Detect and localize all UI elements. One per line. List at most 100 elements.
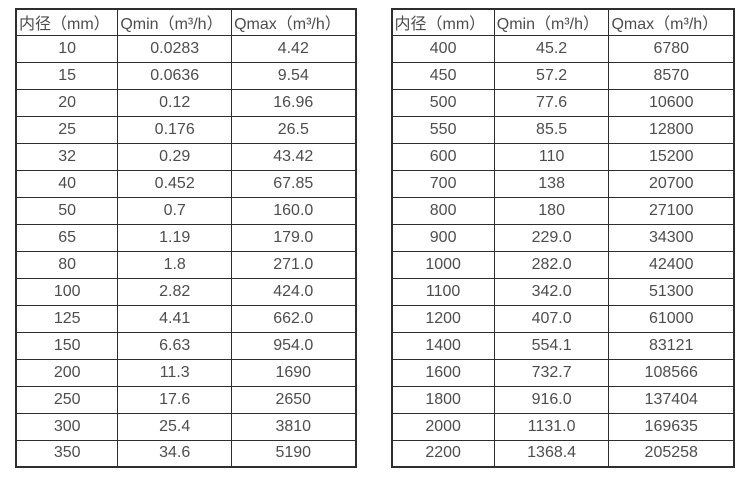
table-cell: 17.6 bbox=[117, 385, 233, 414]
table-cell: 450 bbox=[391, 61, 495, 90]
table-cell: 0.176 bbox=[117, 115, 233, 144]
table-cell: 27100 bbox=[608, 196, 735, 225]
table-cell: 342.0 bbox=[493, 277, 610, 306]
table-cell: 550 bbox=[391, 115, 495, 144]
table-cell: 1.8 bbox=[117, 250, 233, 279]
table-cell: 12800 bbox=[608, 115, 735, 144]
table-cell: 150 bbox=[15, 331, 119, 360]
table-row: 300 25.4 3810 bbox=[15, 412, 356, 441]
table-cell: 9.54 bbox=[231, 61, 356, 90]
column-header-qmin: Qmin（m³/h） bbox=[493, 8, 610, 36]
table-row: 100 2.82 424.0 bbox=[15, 277, 356, 306]
table-cell: 554.1 bbox=[493, 331, 610, 360]
table-cell: 15200 bbox=[608, 142, 735, 171]
table-cell: 45.2 bbox=[493, 34, 610, 63]
table-cell: 65 bbox=[15, 223, 119, 252]
table-cell: 6780 bbox=[608, 34, 735, 63]
table-cell: 20700 bbox=[608, 169, 735, 198]
table-cell: 10 bbox=[15, 34, 119, 63]
table-cell: 2.82 bbox=[117, 277, 233, 306]
table-cell: 424.0 bbox=[231, 277, 356, 306]
table-row: 600 110 15200 bbox=[391, 142, 735, 171]
table-row: 1600 732.7 108566 bbox=[391, 358, 735, 387]
table-row: 65 1.19 179.0 bbox=[15, 223, 356, 252]
table-cell: 4.41 bbox=[117, 304, 233, 333]
table-cell: 57.2 bbox=[493, 61, 610, 90]
table-cell: 1131.0 bbox=[493, 412, 610, 441]
flow-rate-table-large-diameters: 内径（mm） Qmin（m³/h） Qmax（m³/h） 400 45.2 6780… bbox=[390, 8, 735, 468]
table-row: 125 4.41 662.0 bbox=[15, 304, 356, 333]
table-cell: 1600 bbox=[391, 358, 495, 387]
table-cell: 50 bbox=[15, 196, 119, 225]
table-cell: 662.0 bbox=[231, 304, 356, 333]
table-row: 500 77.6 10600 bbox=[391, 88, 735, 117]
table-row: 1400 554.1 83121 bbox=[391, 331, 735, 360]
table-row: 450 57.2 8570 bbox=[391, 61, 735, 90]
table-cell: 1690 bbox=[231, 358, 356, 387]
column-header-qmax: Qmax（m³/h） bbox=[608, 8, 735, 36]
column-header-qmin: Qmin（m³/h） bbox=[117, 8, 233, 36]
table-row: 15 0.0636 9.54 bbox=[15, 61, 356, 90]
table-row: 1000 282.0 42400 bbox=[391, 250, 735, 279]
table-cell: 169635 bbox=[608, 412, 735, 441]
table-row: 1200 407.0 61000 bbox=[391, 304, 735, 333]
table-cell: 15 bbox=[15, 61, 119, 90]
table-cell: 300 bbox=[15, 412, 119, 441]
table-cell: 11.3 bbox=[117, 358, 233, 387]
flow-rate-tables-container: 内径（mm） Qmin（m³/h） Qmax（m³/h） 10 0.0283 4.4… bbox=[15, 8, 735, 468]
table-cell: 16.96 bbox=[231, 88, 356, 117]
table-cell: 83121 bbox=[608, 331, 735, 360]
table-cell: 1200 bbox=[391, 304, 495, 333]
table-row: 200 11.3 1690 bbox=[15, 358, 356, 387]
table-cell: 1800 bbox=[391, 385, 495, 414]
table-cell: 954.0 bbox=[231, 331, 356, 360]
table-row: 250 17.6 2650 bbox=[15, 385, 356, 414]
table-cell: 3810 bbox=[231, 412, 356, 441]
table-cell: 8570 bbox=[608, 61, 735, 90]
table-cell: 229.0 bbox=[493, 223, 610, 252]
table-cell: 400 bbox=[391, 34, 495, 63]
table-row: 2000 1131.0 169635 bbox=[391, 412, 735, 441]
table-cell: 4.42 bbox=[231, 34, 356, 63]
table-cell: 900 bbox=[391, 223, 495, 252]
table-row: 2200 1368.4 205258 bbox=[391, 439, 735, 468]
table-cell: 0.12 bbox=[117, 88, 233, 117]
table-cell: 250 bbox=[15, 385, 119, 414]
table-cell: 110 bbox=[493, 142, 610, 171]
table-cell: 80 bbox=[15, 250, 119, 279]
header-row: 内径（mm） Qmin（m³/h） Qmax（m³/h） bbox=[15, 8, 356, 36]
table-cell: 137404 bbox=[608, 385, 735, 414]
table-row: 20 0.12 16.96 bbox=[15, 88, 356, 117]
table-row: 32 0.29 43.42 bbox=[15, 142, 356, 171]
table-cell: 0.452 bbox=[117, 169, 233, 198]
table-cell: 2000 bbox=[391, 412, 495, 441]
table-cell: 732.7 bbox=[493, 358, 610, 387]
table-cell: 108566 bbox=[608, 358, 735, 387]
table-cell: 350 bbox=[15, 439, 119, 468]
table-cell: 34300 bbox=[608, 223, 735, 252]
table-cell: 600 bbox=[391, 142, 495, 171]
table-cell: 138 bbox=[493, 169, 610, 198]
table-cell: 6.63 bbox=[117, 331, 233, 360]
table-row: 25 0.176 26.5 bbox=[15, 115, 356, 144]
table-cell: 407.0 bbox=[493, 304, 610, 333]
table-cell: 800 bbox=[391, 196, 495, 225]
table-cell: 67.85 bbox=[231, 169, 356, 198]
table-cell: 916.0 bbox=[493, 385, 610, 414]
table-cell: 125 bbox=[15, 304, 119, 333]
table-row: 900 229.0 34300 bbox=[391, 223, 735, 252]
flow-rate-table-small-diameters: 内径（mm） Qmin（m³/h） Qmax（m³/h） 10 0.0283 4.4… bbox=[15, 8, 357, 468]
table-cell: 25.4 bbox=[117, 412, 233, 441]
column-header-diameter: 内径（mm） bbox=[15, 8, 119, 36]
table-cell: 10600 bbox=[608, 88, 735, 117]
table-cell: 2200 bbox=[391, 439, 495, 468]
table-row: 700 138 20700 bbox=[391, 169, 735, 198]
table-cell: 205258 bbox=[608, 439, 735, 468]
table-cell: 500 bbox=[391, 88, 495, 117]
table-cell: 0.0636 bbox=[117, 61, 233, 90]
table-cell: 0.7 bbox=[117, 196, 233, 225]
table-cell: 1.19 bbox=[117, 223, 233, 252]
table-cell: 34.6 bbox=[117, 439, 233, 468]
table-row: 1800 916.0 137404 bbox=[391, 385, 735, 414]
table-cell: 2650 bbox=[231, 385, 356, 414]
